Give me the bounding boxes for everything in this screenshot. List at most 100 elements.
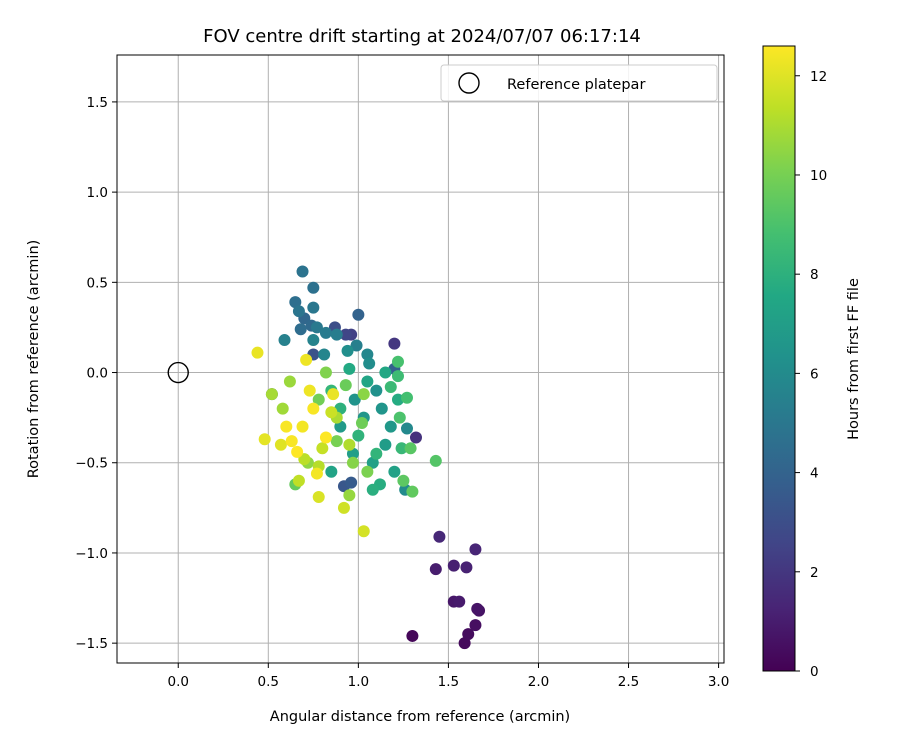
chart-title: FOV centre drift starting at 2024/07/07 … xyxy=(203,26,641,47)
scatter-point xyxy=(379,438,392,451)
scatter-point xyxy=(370,447,383,460)
scatter-point xyxy=(350,339,363,352)
scatter-point xyxy=(316,442,329,455)
colorbar-tick-label: 6 xyxy=(810,366,819,382)
scatter-point xyxy=(391,370,404,383)
colorbar-tick-label: 10 xyxy=(810,168,827,184)
grid-lines xyxy=(117,55,724,663)
x-tick-label: 0.0 xyxy=(167,674,188,690)
scatter-point xyxy=(391,355,404,368)
scatter-point xyxy=(352,429,365,442)
scatter-point xyxy=(310,321,323,334)
scatter-point xyxy=(339,379,352,392)
y-tick-label: −1.0 xyxy=(75,546,108,562)
scatter-point xyxy=(458,637,471,650)
y-tick-label: −1.5 xyxy=(75,636,108,652)
scatter-point xyxy=(391,393,404,406)
colorbar-tick-label: 0 xyxy=(810,664,819,680)
scatter-point xyxy=(460,561,473,574)
y-axis-ticks: 1.5 1.0 0.5 0.0 −0.5 −1.0 −1.5 xyxy=(75,95,117,652)
scatter-point xyxy=(319,326,332,339)
scatter-point xyxy=(319,431,332,444)
scatter-point xyxy=(310,467,323,480)
plot-frame xyxy=(116,54,725,664)
scatter-point xyxy=(348,393,361,406)
scatter-point xyxy=(346,456,359,469)
colorbar: 0 2 4 6 8 10 12 Hours from first FF file xyxy=(762,45,862,680)
scatter-point xyxy=(330,328,343,341)
scatter-point xyxy=(406,629,419,642)
scatter-point xyxy=(325,406,338,419)
scatter-point xyxy=(366,456,379,469)
scatter-points xyxy=(251,265,486,650)
legend-box xyxy=(440,64,718,102)
scatter-point xyxy=(251,346,264,359)
scatter-point xyxy=(447,559,460,572)
scatter-point xyxy=(409,431,422,444)
scatter-point xyxy=(300,353,313,366)
scatter-point xyxy=(292,474,305,487)
x-axis-label: Angular distance from reference (arcmin) xyxy=(270,709,570,725)
scatter-point xyxy=(370,384,383,397)
reference-platepar-marker xyxy=(167,361,189,384)
scatter-point xyxy=(339,328,352,341)
scatter-point xyxy=(307,334,320,347)
scatter-point xyxy=(388,465,401,478)
scatter-point xyxy=(352,308,365,321)
scatter-point xyxy=(334,402,347,415)
scatter-point xyxy=(291,445,304,458)
y-tick-label: −0.5 xyxy=(75,456,108,472)
scatter-point xyxy=(278,334,291,347)
scatter-point xyxy=(292,305,305,318)
scatter-point xyxy=(307,301,320,314)
y-tick-label: 1.0 xyxy=(87,185,108,201)
scatter-point xyxy=(361,465,374,478)
scatter-point xyxy=(327,388,340,401)
colorbar-tick-label: 4 xyxy=(810,466,819,482)
colorbar-tick-label: 12 xyxy=(810,69,827,85)
scatter-point xyxy=(334,420,347,433)
scatter-point xyxy=(265,388,278,401)
scatter-point xyxy=(303,384,316,397)
scatter-point xyxy=(325,465,338,478)
scatter-point xyxy=(289,296,302,309)
scatter-point xyxy=(355,417,368,430)
y-tick-label: 0.0 xyxy=(87,366,108,382)
scatter-point xyxy=(280,420,293,433)
scatter-point xyxy=(276,402,289,415)
scatter-point xyxy=(379,366,392,379)
scatter-point xyxy=(357,388,370,401)
scatter-point xyxy=(363,357,376,370)
scatter-point xyxy=(469,543,482,556)
x-tick-label: 1.5 xyxy=(438,674,459,690)
legend: Reference platepar xyxy=(440,64,718,102)
scatter-point xyxy=(330,435,343,448)
scatter-point xyxy=(429,563,442,576)
scatter-point xyxy=(400,422,413,435)
scatter-point xyxy=(337,501,350,514)
scatter-point xyxy=(406,485,419,498)
scatter-point xyxy=(318,348,331,361)
scatter-point xyxy=(361,348,374,361)
scatter-point xyxy=(384,380,397,393)
reference-marker xyxy=(167,361,189,384)
scatter-point xyxy=(345,476,358,489)
scatter-point xyxy=(393,411,406,424)
y-tick-label: 1.5 xyxy=(87,95,108,111)
scatter-point xyxy=(471,602,484,615)
scatter-point xyxy=(343,362,356,375)
scatter-point xyxy=(395,442,408,455)
plot-area xyxy=(116,54,725,664)
scatter-point xyxy=(274,438,287,451)
x-tick-label: 0.5 xyxy=(258,674,279,690)
scatter-point xyxy=(346,447,359,460)
scatter-point xyxy=(296,420,309,433)
y-axis-label: Rotation from reference (arcmin) xyxy=(26,240,42,479)
scatter-point xyxy=(283,375,296,388)
colorbar-label: Hours from first FF file xyxy=(846,278,862,440)
scatter-point xyxy=(397,474,410,487)
x-tick-label: 1.0 xyxy=(348,674,369,690)
scatter-point xyxy=(296,265,309,278)
scatter-point xyxy=(375,402,388,415)
scatter-point xyxy=(462,628,475,641)
